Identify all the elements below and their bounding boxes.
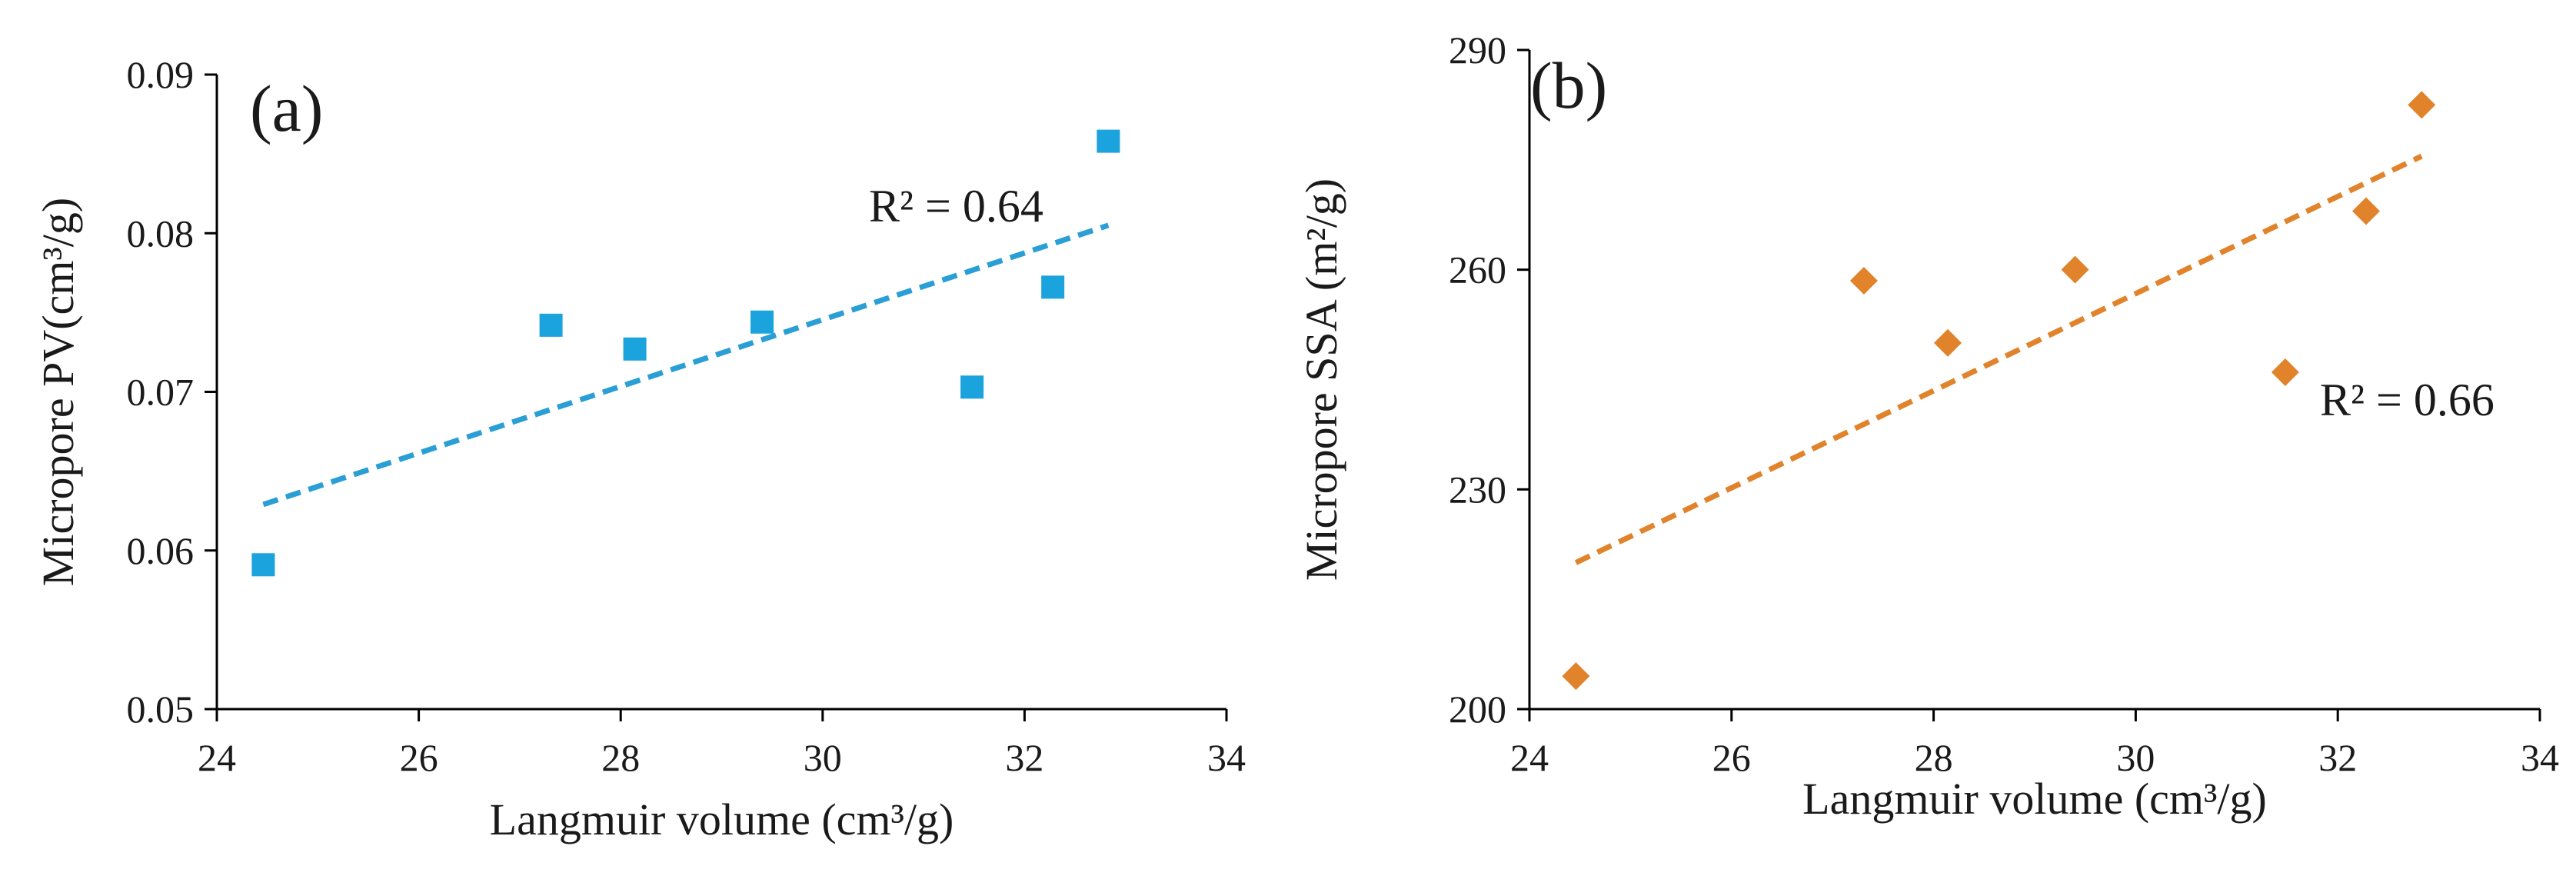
panel-b: 24 26 28 30 32 34 200 230 260 290 (b) R² = 0.66 Lang… [1296,28,2559,824]
panel-label: (a) [250,72,323,145]
panel-a: 24 26 28 30 32 34 0.05 0.06 0.07 0.08 0.09 (a) R² = … [33,53,1246,844]
data-point [960,375,984,399]
y-tick-label: 0.07 [127,371,195,414]
x-tick-label: 28 [601,736,640,779]
data-point [1097,129,1120,153]
x-tick-label: 30 [804,736,842,779]
r-squared-label: R² = 0.66 [2320,375,2494,425]
x-tick-label: 34 [1207,736,1246,779]
data-point [1849,266,1878,295]
x-tick-label: 24 [1510,736,1549,779]
trendline [262,222,1110,508]
x-tick-label: 26 [400,736,438,779]
y-tick-label: 200 [1449,688,1506,731]
y-tick-label: 290 [1449,28,1506,72]
panel-label: (b) [1530,48,1607,122]
x-tick-label: 26 [1712,736,1751,779]
x-tick-label: 34 [2521,736,2559,779]
data-point [623,337,647,361]
data-point [2271,358,2299,386]
x-tick-label: 32 [1005,736,1043,779]
y-tick-label: 0.08 [127,212,195,255]
y-tick-label: 230 [1449,468,1506,511]
x-axis-title: Langmuir volume (cm³/g) [1802,774,2267,824]
x-tick-label: 32 [2318,736,2357,779]
data-point [539,313,563,337]
x-tick-label: 28 [1915,736,1953,779]
data-point [1933,328,1962,357]
y-tick-label: 0.06 [127,529,195,572]
trendline [1574,153,2423,565]
data-point [1562,662,1590,691]
data-point [2351,197,2380,225]
y-axis-title: Micropore SSA (m²/g) [1296,178,1346,581]
y-tick-label: 0.05 [127,688,195,731]
data-point [2408,91,2436,119]
data-point [1041,275,1065,299]
data-point [751,310,774,334]
data-point [251,553,275,577]
y-tick-label: 0.09 [127,53,195,96]
y-axis-title: Micropore PV(cm³/g) [33,198,83,586]
data-point [2061,255,2089,284]
x-tick-label: 30 [2116,736,2155,779]
y-tick-label: 260 [1449,248,1506,291]
x-axis-title: Langmuir volume (cm³/g) [490,794,954,844]
r-squared-label: R² = 0.64 [869,181,1043,231]
x-tick-label: 24 [198,736,236,779]
